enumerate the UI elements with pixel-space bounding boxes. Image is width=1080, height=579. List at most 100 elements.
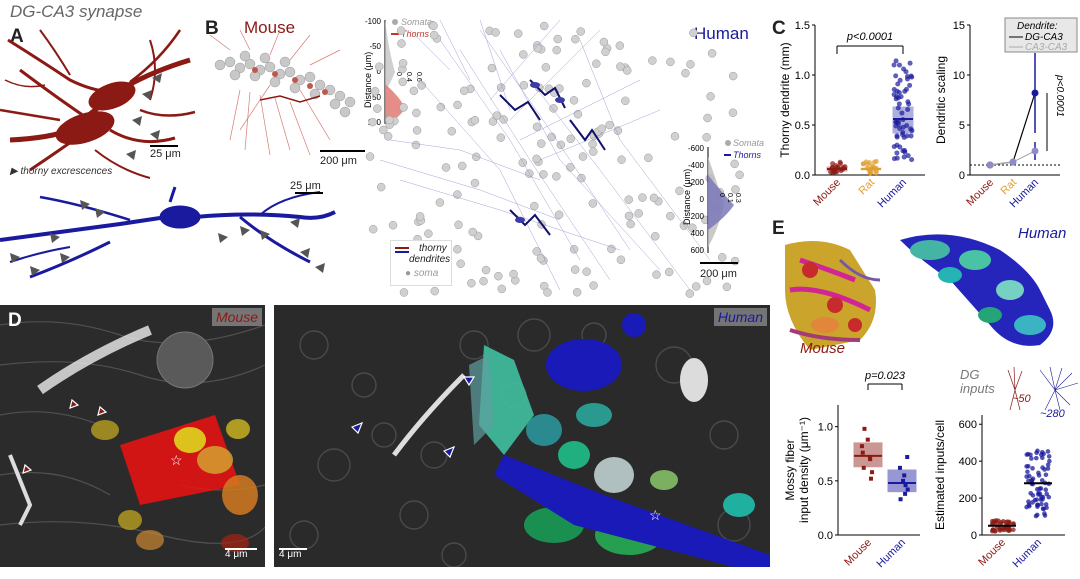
soma-dot xyxy=(412,108,421,118)
data-point xyxy=(902,88,908,94)
data-point xyxy=(909,157,915,163)
tick-label: 0 xyxy=(700,195,705,204)
soma-dot xyxy=(470,178,480,188)
y-tick-label: 0 xyxy=(971,530,977,542)
figure-title: DG-CA3 synapse xyxy=(10,2,143,21)
data-point xyxy=(871,159,877,165)
data-point xyxy=(834,169,840,175)
soma-dot xyxy=(365,152,375,161)
soma-dot xyxy=(396,26,406,35)
soma-dot xyxy=(717,253,727,262)
y-tick-label: 0.5 xyxy=(818,476,833,488)
dg-inputs-title: DG inputs xyxy=(960,368,995,396)
soma-dot xyxy=(492,111,502,120)
mossy-fiber-density-chart: 0.0 0.5 1.0 Mossy fiber input density (μm⁻¹)… xyxy=(783,370,920,570)
data-point xyxy=(1009,158,1017,166)
data-point xyxy=(993,528,998,534)
soma-dot xyxy=(424,229,433,238)
soma-dot xyxy=(570,265,580,274)
tick-label: -400 xyxy=(688,161,705,170)
soma-dot xyxy=(429,30,439,40)
p-value: p=0.023 xyxy=(864,370,906,382)
soma-dot xyxy=(675,186,684,196)
data-point xyxy=(897,77,903,83)
soma-dot xyxy=(607,244,616,254)
scale-label: 200 μm xyxy=(700,268,737,280)
data-point xyxy=(906,101,912,107)
legend-line3: soma xyxy=(413,268,439,279)
soma-dot xyxy=(399,103,408,112)
data-point xyxy=(870,166,876,172)
soma-dot xyxy=(597,124,607,133)
soma-dot xyxy=(530,201,539,211)
soma-dot xyxy=(707,49,717,58)
soma-dot xyxy=(728,71,738,81)
data-point xyxy=(902,473,907,478)
legend-line1: thorny xyxy=(419,243,447,254)
y-tick-label: 0.0 xyxy=(818,530,833,542)
em-3d-reconstruction xyxy=(785,234,1054,350)
soma-dot xyxy=(509,269,518,279)
soma-dot xyxy=(468,227,477,237)
soma-dot xyxy=(569,245,579,254)
tick-label: -50 xyxy=(369,42,381,51)
data-point xyxy=(861,465,866,470)
data-point xyxy=(870,470,875,475)
soma-dot xyxy=(681,68,690,78)
scale-bar xyxy=(320,150,365,152)
soma-dot xyxy=(459,86,469,96)
data-point xyxy=(1025,463,1031,469)
data-point xyxy=(1039,501,1044,507)
soma-dot xyxy=(467,278,476,288)
x-tick-label: Human xyxy=(876,177,910,211)
tick-label: 0.6 xyxy=(415,72,422,82)
panel-label-b: B xyxy=(205,18,219,39)
data-point xyxy=(907,60,913,66)
y-axis-label: Dendritic scaling xyxy=(935,56,948,144)
y-tick-label: 1.0 xyxy=(795,70,810,82)
data-point xyxy=(894,88,900,94)
data-point xyxy=(1028,490,1034,496)
soma-dot xyxy=(599,37,609,47)
y-tick-label: 600 xyxy=(959,419,977,431)
tick-label: 0 xyxy=(718,193,725,197)
scale-bar xyxy=(700,262,738,264)
soma-dot xyxy=(588,147,598,156)
x-tick-label: Mouse xyxy=(811,177,843,209)
tick-label: -100 xyxy=(365,17,382,26)
legend-label: DG-CA3 xyxy=(1025,32,1063,43)
soma-dot xyxy=(470,115,480,125)
soma-dot xyxy=(571,34,580,44)
soma-dot xyxy=(373,104,382,113)
thorny-legend: ▶ thorny excrescences xyxy=(10,166,112,177)
data-point xyxy=(867,455,872,459)
scale-label: 4 μm xyxy=(225,549,248,560)
y-axis-label: Mossy fiber xyxy=(783,439,797,500)
data-point xyxy=(903,491,908,496)
soma-dot xyxy=(479,276,488,286)
soma-dot xyxy=(728,108,738,117)
tick-label: 0.4 xyxy=(405,72,412,82)
soma-dot xyxy=(552,45,561,55)
soma-dot xyxy=(487,63,497,73)
scale-label: 200 μm xyxy=(320,155,357,167)
mouse-population xyxy=(209,30,356,156)
soma-dot xyxy=(588,199,598,208)
data-point xyxy=(837,161,843,167)
soma-dot xyxy=(471,152,481,162)
y-axis-label: input density (μm⁻¹) xyxy=(797,417,811,523)
data-point xyxy=(893,123,899,129)
soma-dot xyxy=(616,62,625,71)
soma-dot xyxy=(454,220,463,230)
axis-title: Distance (μm) xyxy=(682,169,692,225)
soma-dot xyxy=(644,153,653,163)
soma-dot xyxy=(412,126,422,135)
soma-dot xyxy=(702,132,711,142)
box xyxy=(853,442,883,468)
estimated-inputs-chart: 0 200 400 600 Estimated inputs/cell Mouse Huma… xyxy=(933,415,1065,570)
soma-dot xyxy=(624,211,634,221)
data-point xyxy=(1045,466,1051,471)
data-point xyxy=(1045,462,1051,468)
x-tick-label: Mouse xyxy=(964,177,996,209)
soma-dot xyxy=(375,62,384,71)
